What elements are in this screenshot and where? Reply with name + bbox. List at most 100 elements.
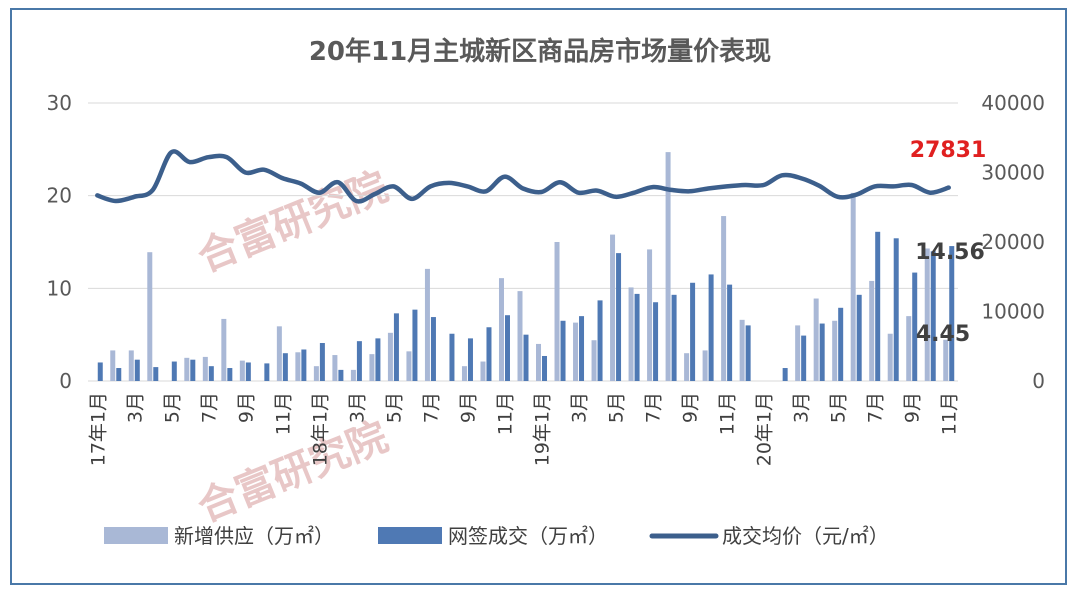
bar-supply bbox=[387, 332, 393, 381]
y-left-ticks: 0 10 20 30 bbox=[47, 91, 72, 393]
x-tick-label: 3月 bbox=[569, 392, 591, 423]
bar-transaction bbox=[856, 294, 862, 381]
bar-transaction bbox=[264, 363, 270, 381]
legend-label-avg-price: 成交均价（元/㎡） bbox=[722, 524, 889, 548]
bar-supply bbox=[665, 152, 671, 381]
bar-transaction bbox=[708, 274, 714, 381]
bar-transaction bbox=[245, 362, 251, 381]
bar-supply bbox=[461, 366, 467, 381]
y-left-tick-label: 0 bbox=[59, 369, 72, 393]
legend-label-supply: 新增供应（万㎡） bbox=[174, 524, 334, 548]
legend-swatch-supply bbox=[104, 527, 168, 544]
bar-supply bbox=[147, 252, 153, 381]
x-tick-label: 5月 bbox=[161, 392, 183, 423]
bar-transaction bbox=[171, 361, 177, 381]
bar-transaction bbox=[412, 309, 418, 381]
bar-transaction bbox=[356, 341, 362, 381]
y-right-tick-label: 30000 bbox=[981, 161, 1045, 185]
bar-supply bbox=[702, 350, 708, 381]
bar-supply bbox=[406, 351, 412, 381]
x-tick-label: 5月 bbox=[606, 392, 628, 423]
chart-title: 20年11月主城新区商品房市场量价表现 bbox=[309, 36, 771, 67]
legend: 新增供应（万㎡） 网签成交（万㎡） 成交均价（元/㎡） bbox=[104, 524, 889, 548]
bar-transaction bbox=[782, 368, 788, 381]
x-tick-label: 9月 bbox=[680, 392, 702, 423]
y-right-tick-label: 0 bbox=[1032, 369, 1045, 393]
bar-supply bbox=[739, 319, 745, 381]
bar-transaction bbox=[819, 323, 825, 381]
y-right-ticks: 0 10000 20000 30000 40000 bbox=[981, 91, 1045, 393]
x-tick-label: 17年1月 bbox=[87, 392, 109, 466]
bar-transaction bbox=[449, 333, 455, 381]
bar-supply bbox=[573, 322, 579, 381]
bar-transaction bbox=[486, 327, 492, 381]
bar-supply bbox=[517, 291, 523, 381]
bar-transaction bbox=[208, 366, 214, 381]
bar-supply bbox=[202, 356, 208, 381]
bar-supply bbox=[813, 298, 819, 381]
x-tick-label: 5月 bbox=[828, 392, 850, 423]
x-tick-label: 3月 bbox=[346, 392, 368, 423]
bar-transaction bbox=[97, 362, 103, 381]
bar-supply bbox=[943, 339, 949, 381]
bar-transaction bbox=[838, 307, 844, 381]
bar-supply bbox=[610, 234, 616, 381]
bars bbox=[97, 152, 955, 381]
y-left-tick-label: 30 bbox=[47, 91, 72, 115]
x-tick-label: 11月 bbox=[272, 392, 294, 435]
x-tick-label: 3月 bbox=[124, 392, 146, 423]
bar-transaction bbox=[116, 368, 122, 381]
x-tick-label: 9月 bbox=[902, 392, 924, 423]
bar-transaction bbox=[727, 284, 733, 381]
bar-transaction bbox=[893, 238, 899, 381]
bar-transaction bbox=[690, 282, 696, 381]
bar-transaction bbox=[634, 293, 640, 381]
bar-supply bbox=[647, 249, 653, 381]
bar-supply bbox=[498, 278, 504, 381]
bar-transaction bbox=[542, 355, 548, 381]
data-label-avg-price: 27831 bbox=[910, 138, 987, 163]
bar-supply bbox=[276, 326, 282, 381]
x-tick-label: 11月 bbox=[495, 392, 517, 435]
bar-supply bbox=[480, 361, 486, 381]
y-right-tick-label: 20000 bbox=[981, 230, 1045, 254]
bar-transaction bbox=[616, 253, 622, 381]
bar-supply bbox=[110, 350, 116, 381]
data-label-supply: 4.45 bbox=[916, 322, 970, 347]
bar-transaction bbox=[671, 294, 677, 381]
bar-transaction bbox=[523, 334, 529, 381]
bar-transaction bbox=[319, 343, 325, 381]
bar-supply bbox=[424, 268, 430, 381]
bar-transaction bbox=[579, 316, 585, 381]
bar-transaction bbox=[153, 367, 159, 381]
bar-supply bbox=[221, 318, 227, 381]
avg-price-line-group bbox=[95, 149, 951, 204]
bar-transaction bbox=[504, 315, 510, 381]
bar-transaction bbox=[801, 335, 807, 381]
bar-supply bbox=[628, 287, 634, 381]
bar-transaction bbox=[393, 313, 399, 381]
y-right-tick-label: 40000 bbox=[981, 91, 1045, 115]
bar-supply bbox=[869, 280, 875, 381]
bar-supply bbox=[924, 248, 930, 381]
bar-supply bbox=[887, 333, 893, 381]
bar-transaction bbox=[930, 251, 936, 381]
bar-supply bbox=[184, 357, 190, 381]
x-tick-label: 11月 bbox=[717, 392, 739, 435]
x-tick-label: 20年1月 bbox=[754, 392, 776, 466]
y-left-tick-label: 20 bbox=[47, 184, 72, 208]
bar-supply bbox=[591, 340, 597, 381]
bar-supply bbox=[850, 192, 856, 381]
chart-frame bbox=[10, 8, 1067, 585]
bar-supply bbox=[239, 360, 245, 381]
bar-supply bbox=[684, 353, 690, 381]
bar-supply bbox=[554, 242, 560, 381]
x-tick-label: 7月 bbox=[643, 392, 665, 423]
x-tick-label: 7月 bbox=[865, 392, 887, 423]
y-left-tick-label: 10 bbox=[47, 276, 72, 300]
bar-supply bbox=[313, 366, 319, 381]
x-tick-label: 9月 bbox=[458, 392, 480, 423]
bar-transaction bbox=[560, 320, 566, 381]
bar-transaction bbox=[430, 317, 436, 381]
